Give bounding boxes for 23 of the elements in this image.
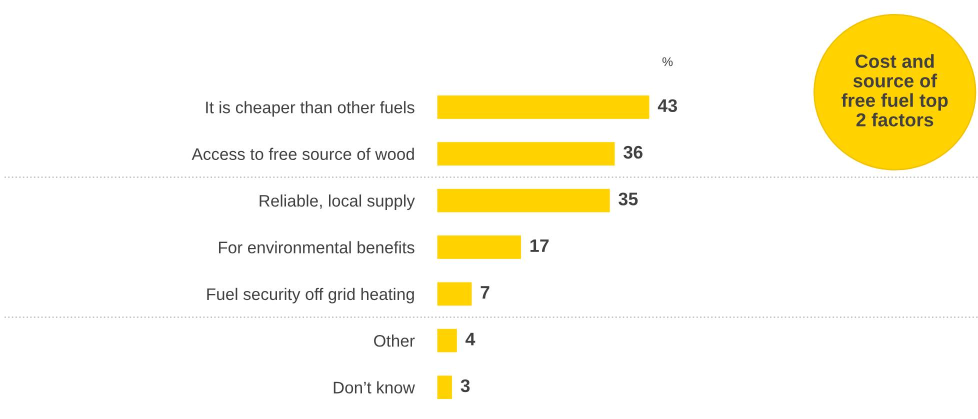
bar bbox=[437, 188, 610, 212]
text: Cost and source of free fuel top 2 factors bbox=[842, 54, 948, 126]
y-tick-label: It is cheaper than other fuels bbox=[206, 101, 414, 117]
data-label: 7 bbox=[480, 286, 490, 299]
bar bbox=[437, 142, 615, 166]
y-tick-label: Reliable, local supply bbox=[260, 194, 415, 210]
data-label: 17 bbox=[530, 239, 549, 252]
data-label: 3 bbox=[460, 379, 470, 392]
bar bbox=[437, 95, 650, 119]
data-label: 4 bbox=[466, 332, 476, 346]
y-tick-label: For environmental benefits bbox=[219, 241, 414, 254]
y-tick-label: Other bbox=[374, 334, 415, 347]
bar bbox=[437, 328, 457, 352]
data-label: 36 bbox=[623, 146, 642, 159]
bar bbox=[437, 376, 452, 399]
x-axis-title: % bbox=[662, 57, 673, 66]
y-tick-label: Fuel security off grid heating bbox=[207, 288, 414, 304]
bar bbox=[437, 236, 522, 259]
bar bbox=[437, 282, 472, 306]
data-label: 35 bbox=[618, 192, 638, 206]
data-label: 43 bbox=[658, 99, 678, 112]
y-tick-label: Access to free source of wood bbox=[192, 148, 414, 160]
y-tick-label: Don’t know bbox=[334, 381, 415, 394]
